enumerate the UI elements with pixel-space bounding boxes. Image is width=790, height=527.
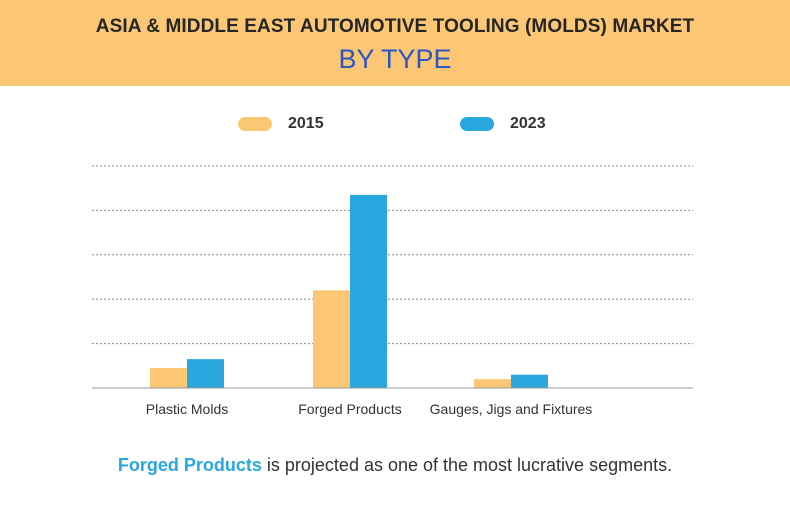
legend-label-2023: 2023 xyxy=(510,115,546,132)
legend-swatch-2023 xyxy=(460,117,494,131)
legend-label-2015: 2015 xyxy=(288,115,324,132)
x-tick-label: Plastic Molds xyxy=(146,401,228,417)
x-tick-labels: Plastic Molds Forged Products Gauges, Jigs… xyxy=(146,401,593,417)
footer-text: is projected as one of the most lucrativ… xyxy=(261,455,673,475)
bar-2023-gauges-jigs-and-fixtures xyxy=(511,374,548,388)
chart-title: ASIA & MIDDLE EAST AUTOMOTIVE TOOLING (M… xyxy=(95,16,695,37)
bar-2015-plastic-molds xyxy=(150,368,187,388)
legend-item-2023: 2023 xyxy=(460,114,546,134)
bar-2023-forged-products xyxy=(350,194,387,388)
chart-subtitle: BY TYPE xyxy=(338,44,452,74)
legend-item-2015: 2015 xyxy=(238,114,324,134)
bar-2015-forged-products xyxy=(313,290,350,388)
footer-highlight: Forged Products xyxy=(117,455,262,475)
bars xyxy=(150,194,548,388)
x-tick-label: Gauges, Jigs and Fixtures xyxy=(430,401,593,417)
bar-2023-plastic-molds xyxy=(187,359,224,388)
bar-2015-gauges-jigs-and-fixtures xyxy=(474,379,511,388)
bar-chart: Plastic Molds Forged Products Gauges, Jigs… xyxy=(92,165,693,417)
gridlines xyxy=(92,165,693,345)
chart-header: ASIA & MIDDLE EAST AUTOMOTIVE TOOLING (M… xyxy=(0,0,790,86)
x-tick-label: Forged Products xyxy=(298,401,402,417)
legend-swatch-2015 xyxy=(238,117,272,131)
footer-note: Forged Products is projected as one of t… xyxy=(0,455,790,476)
